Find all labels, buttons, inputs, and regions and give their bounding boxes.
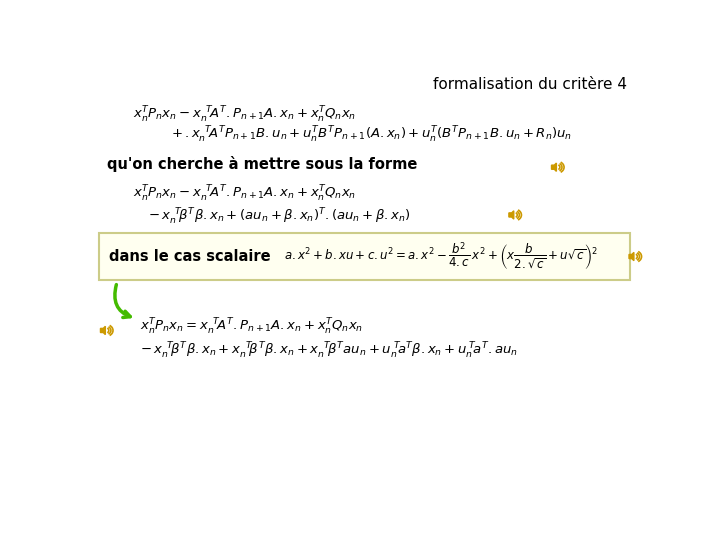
Polygon shape [101, 326, 105, 335]
Text: $-\, x_n^{\;\;T}\! \beta^T \beta . x_n + (au_n + \beta . x_n)^T .(au_n + \beta .: $-\, x_n^{\;\;T}\! \beta^T \beta . x_n +… [148, 207, 411, 227]
Text: formalisation du critère 4: formalisation du critère 4 [433, 77, 627, 92]
Polygon shape [629, 252, 634, 261]
Text: qu'on cherche à mettre sous la forme: qu'on cherche à mettre sous la forme [107, 156, 418, 172]
Text: dans le cas scalaire: dans le cas scalaire [109, 249, 271, 264]
Text: $-\, x_n^{\;\;T}\! \beta^T \beta . x_n + x_n^{\;\;T}\! \beta^T \beta . x_n + x_n: $-\, x_n^{\;\;T}\! \beta^T \beta . x_n +… [140, 340, 518, 361]
Text: $x_n^T P_n x_n - x_n^{\;\;T}\! A^T . P_{n+1} A. x_n + x_n^T Q_n x_n$: $x_n^T P_n x_n - x_n^{\;\;T}\! A^T . P_{… [132, 184, 356, 204]
FancyArrowPatch shape [115, 285, 130, 318]
Text: $+\, . x_n^{\;\;T}\! A^T P_{n+1} B. u_n + u_n^T B^T P_{n+1}(A.x_n) + u_n^T (B^T : $+\, . x_n^{\;\;T}\! A^T P_{n+1} B. u_n … [171, 125, 572, 145]
Polygon shape [552, 163, 557, 171]
Text: $x_n^T P_n x_n - x_n^{\;\;T}\! A^T . P_{n+1} A. x_n + x_n^T Q_n x_n$: $x_n^T P_n x_n - x_n^{\;\;T}\! A^T . P_{… [132, 105, 356, 125]
Polygon shape [509, 211, 514, 219]
FancyBboxPatch shape [99, 233, 630, 280]
Text: $x_n^T P_n x_n = x_n^{\;\;T}\! A^T . P_{n+1} A. x_n + x_n^T Q_n x_n$: $x_n^T P_n x_n = x_n^{\;\;T}\! A^T . P_{… [140, 318, 364, 338]
Text: $a.x^2 + b.xu + c.u^2 = a.x^2 - \dfrac{b^2}{4.c}\, x^2 + \left(x\dfrac{b}{2.\sqr: $a.x^2 + b.xu + c.u^2 = a.x^2 - \dfrac{b… [284, 241, 598, 273]
